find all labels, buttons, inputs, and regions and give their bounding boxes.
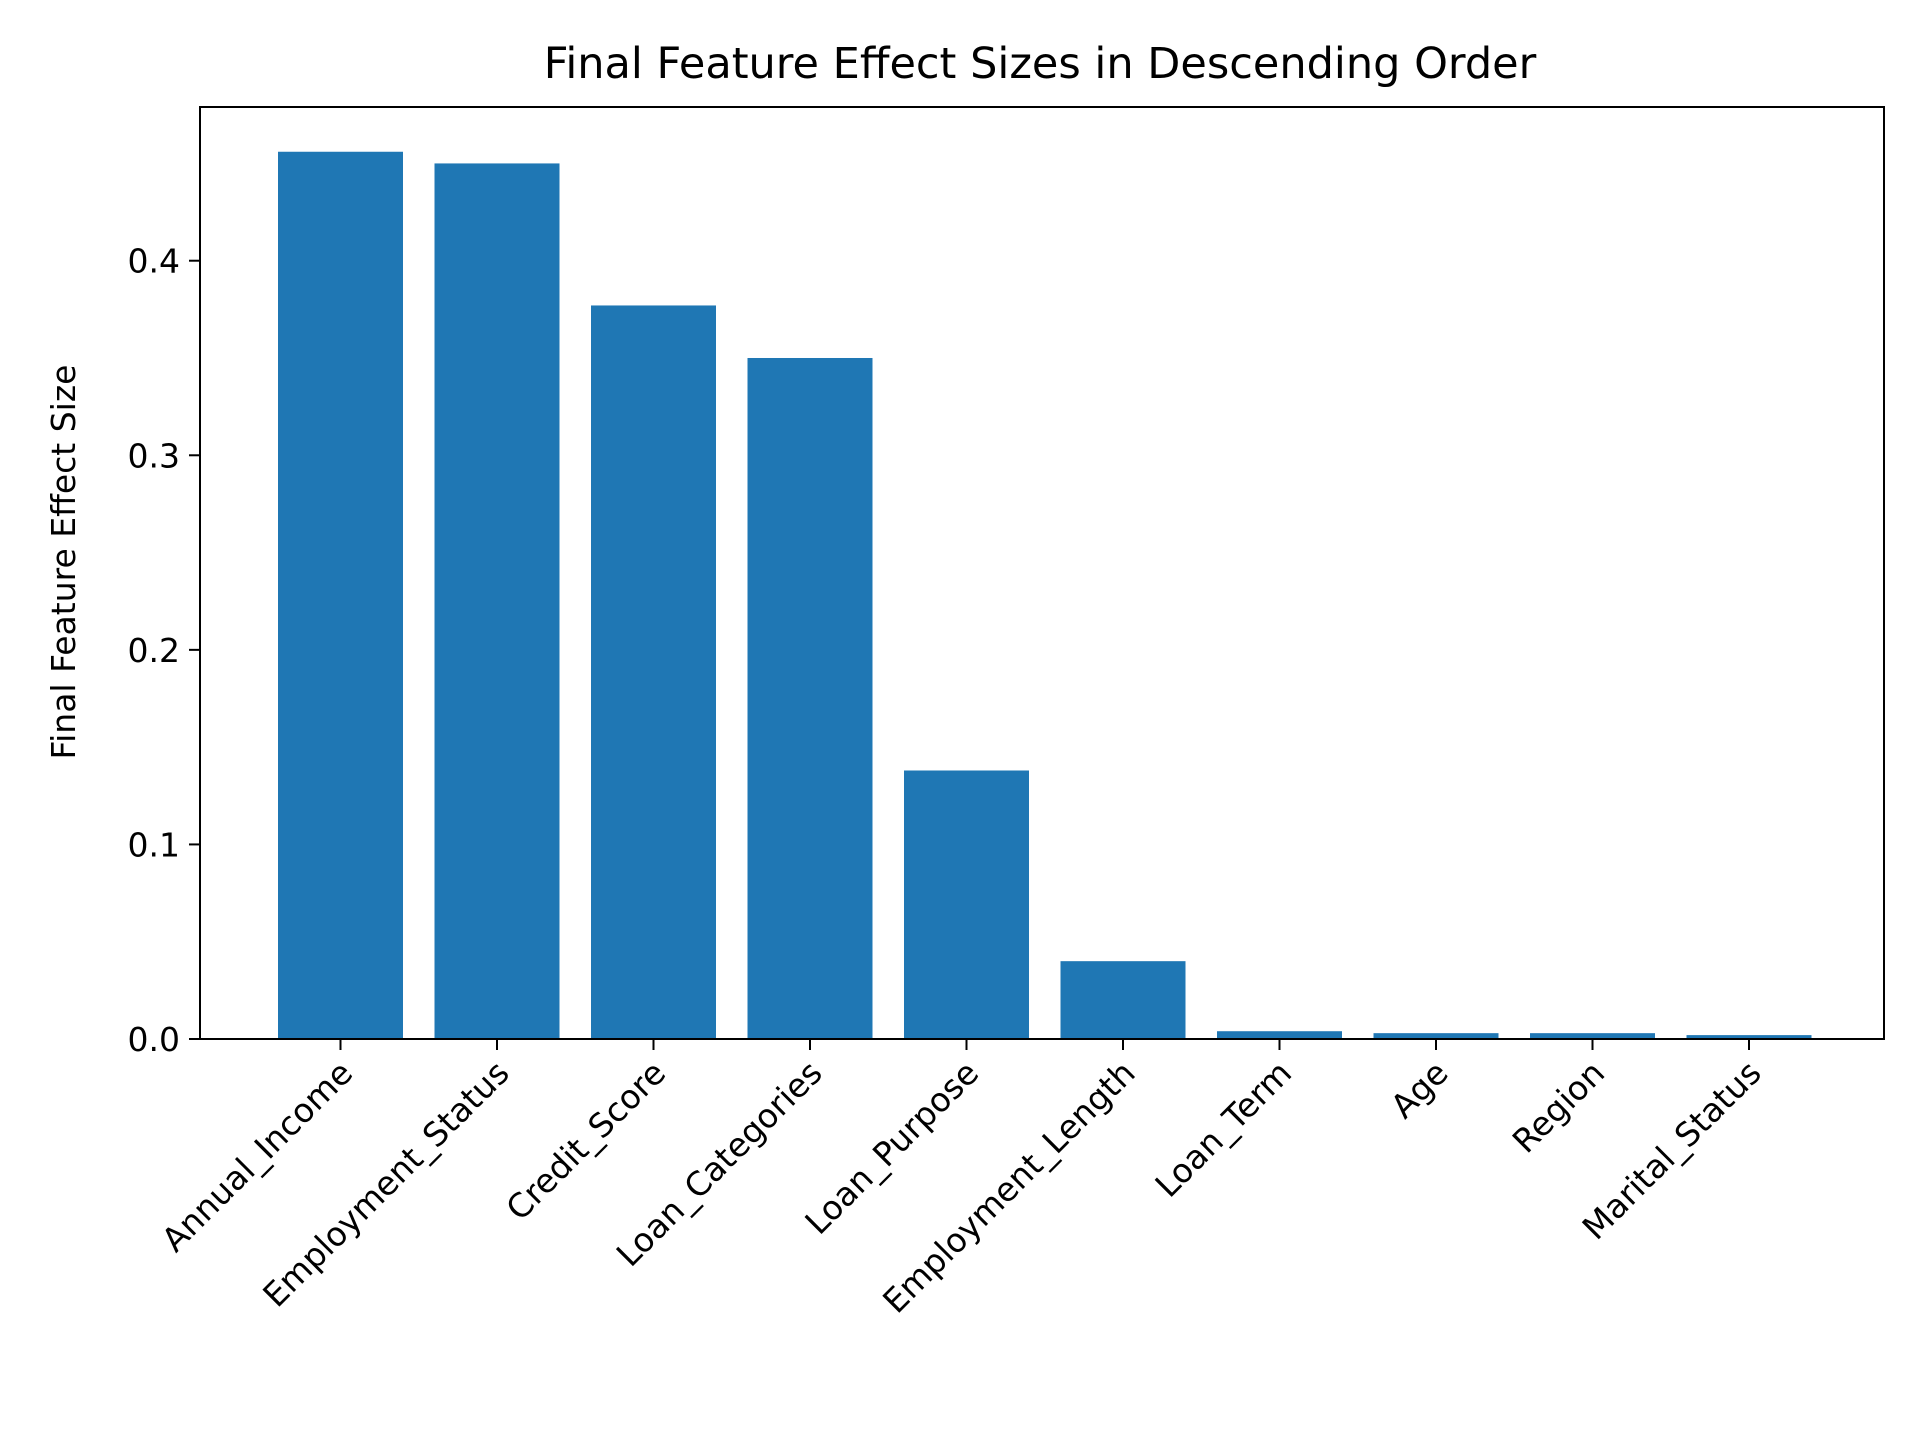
x-tick-label: Age bbox=[1383, 1053, 1456, 1126]
x-tick-label: Credit_Score bbox=[498, 1053, 673, 1228]
x-tick-label: Loan_Term bbox=[1147, 1053, 1299, 1205]
bar-employment-status bbox=[434, 163, 560, 1039]
bar-loan-term bbox=[1217, 1031, 1342, 1039]
bar-loan-categories bbox=[747, 357, 873, 1039]
bars-group bbox=[278, 151, 1812, 1039]
y-axis-ticks: 0.0 0.1 0.2 0.3 0.4 bbox=[128, 242, 200, 1059]
y-axis-label: Final Feature Effect Size bbox=[44, 365, 83, 760]
bar-annual-income bbox=[278, 151, 403, 1039]
x-tick-label: Employment_Length bbox=[875, 1053, 1143, 1321]
chart-title: Final Feature Effect Sizes in Descending… bbox=[544, 39, 1537, 89]
y-tick-label: 0.0 bbox=[128, 1020, 180, 1059]
y-tick-label: 0.2 bbox=[128, 631, 180, 670]
y-tick-label: 0.4 bbox=[128, 242, 180, 281]
bar-loan-purpose bbox=[904, 770, 1029, 1039]
bar-credit-score bbox=[591, 305, 716, 1039]
x-tick-label: Region bbox=[1505, 1053, 1612, 1160]
bar-marital-status bbox=[1686, 1035, 1812, 1039]
x-axis-ticks: Annual_IncomeEmployment_StatusCredit_Sco… bbox=[154, 1039, 1769, 1321]
bar-age bbox=[1373, 1033, 1499, 1039]
y-tick-label: 0.1 bbox=[128, 825, 180, 864]
plot-area-frame bbox=[199, 106, 1885, 1040]
bar-employment-length bbox=[1060, 961, 1186, 1039]
bar-region bbox=[1530, 1033, 1655, 1039]
y-tick-label: 0.3 bbox=[128, 436, 180, 475]
